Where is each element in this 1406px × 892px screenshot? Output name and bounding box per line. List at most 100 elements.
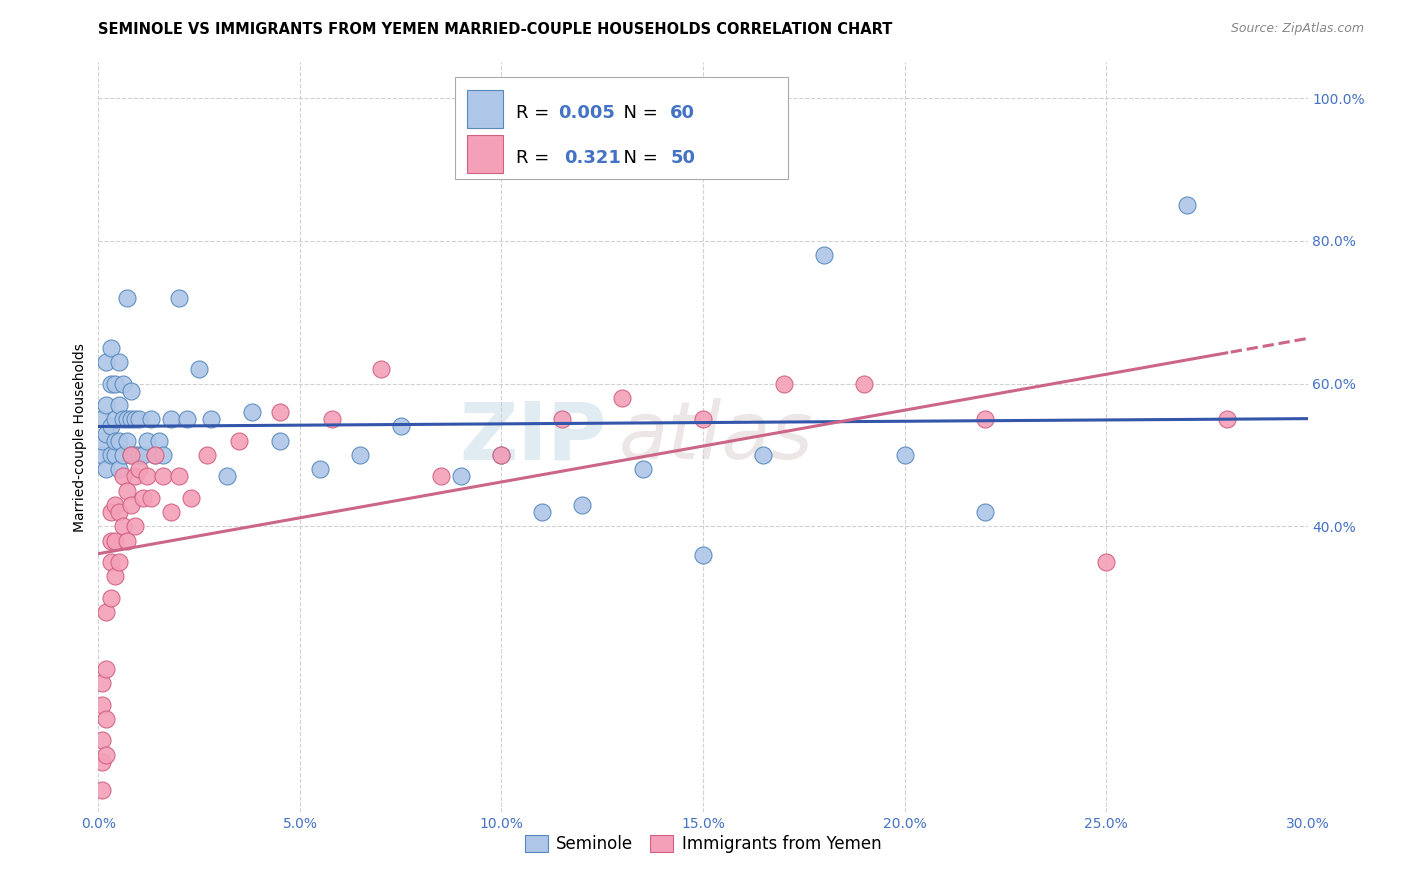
Point [107, 505, 129, 519]
Point [160, 412, 183, 426]
Point [389, 419, 412, 434]
Point [692, 548, 714, 562]
FancyBboxPatch shape [467, 135, 503, 172]
Text: 0.005: 0.005 [558, 103, 614, 121]
Point [115, 533, 138, 548]
Text: SEMINOLE VS IMMIGRANTS FROM YEMEN MARRIED-COUPLE HOUSEHOLDS CORRELATION CHART: SEMINOLE VS IMMIGRANTS FROM YEMEN MARRIE… [98, 22, 893, 37]
Point [100, 419, 122, 434]
Point [176, 412, 198, 426]
Point [974, 412, 997, 426]
Point [96, 747, 118, 762]
Point [152, 448, 174, 462]
Text: 50: 50 [671, 149, 696, 167]
Point [612, 391, 634, 405]
Point [107, 398, 129, 412]
Point [893, 448, 915, 462]
Point [450, 469, 472, 483]
Point [135, 434, 157, 448]
Point [100, 505, 122, 519]
Point [143, 448, 166, 462]
Point [128, 448, 150, 462]
Point [551, 412, 574, 426]
Point [100, 555, 122, 569]
Point [167, 469, 190, 483]
Point [1095, 555, 1118, 569]
Point [309, 462, 332, 476]
Point [96, 605, 118, 619]
Point [100, 376, 122, 391]
Y-axis label: Married-couple Households: Married-couple Households [73, 343, 87, 532]
Point [813, 248, 835, 262]
Point [430, 469, 453, 483]
Point [128, 462, 150, 476]
Point [139, 491, 162, 505]
Point [91, 698, 114, 712]
Point [491, 448, 513, 462]
Point [180, 491, 202, 505]
Legend: Seminole, Immigrants from Yemen: Seminole, Immigrants from Yemen [517, 828, 889, 860]
Point [195, 448, 218, 462]
Point [228, 434, 250, 448]
Point [491, 448, 513, 462]
Point [107, 555, 129, 569]
Point [103, 533, 125, 548]
Point [120, 448, 142, 462]
Point [217, 469, 239, 483]
Text: atlas: atlas [619, 398, 813, 476]
Point [124, 519, 146, 533]
Point [91, 412, 114, 426]
Point [96, 712, 118, 726]
Text: N =: N = [613, 149, 664, 167]
Point [103, 569, 125, 583]
Point [115, 412, 138, 426]
Point [111, 448, 134, 462]
Point [96, 426, 118, 441]
Point [1216, 412, 1239, 426]
Point [124, 412, 146, 426]
Point [107, 355, 129, 369]
Point [111, 469, 134, 483]
Point [269, 434, 291, 448]
Point [200, 412, 222, 426]
FancyBboxPatch shape [456, 78, 787, 178]
Point [349, 448, 371, 462]
Point [111, 412, 134, 426]
Point [152, 469, 174, 483]
Point [321, 412, 343, 426]
Text: R =: R = [516, 103, 554, 121]
Point [103, 434, 125, 448]
Point [571, 498, 593, 512]
Point [91, 733, 114, 747]
Point [692, 412, 714, 426]
Point [91, 434, 114, 448]
Text: 0.321: 0.321 [564, 149, 621, 167]
Point [124, 448, 146, 462]
Point [132, 491, 155, 505]
Point [143, 448, 166, 462]
Point [132, 448, 155, 462]
Point [128, 412, 150, 426]
Point [240, 405, 263, 419]
Point [631, 462, 654, 476]
Point [96, 662, 118, 676]
Point [96, 462, 118, 476]
Point [752, 448, 775, 462]
Text: Source: ZipAtlas.com: Source: ZipAtlas.com [1230, 22, 1364, 36]
Text: R =: R = [516, 149, 561, 167]
Point [111, 519, 134, 533]
Point [96, 355, 118, 369]
Point [853, 376, 876, 391]
Point [107, 462, 129, 476]
Point [148, 434, 170, 448]
Text: ZIP: ZIP [458, 398, 606, 476]
Point [120, 412, 142, 426]
Point [772, 376, 794, 391]
Point [91, 755, 114, 769]
Point [120, 498, 142, 512]
Point [1175, 198, 1198, 212]
Point [103, 498, 125, 512]
Point [160, 505, 183, 519]
Point [100, 341, 122, 355]
Point [115, 434, 138, 448]
Point [96, 398, 118, 412]
